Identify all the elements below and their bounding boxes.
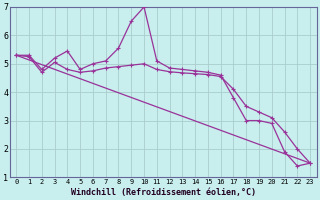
X-axis label: Windchill (Refroidissement éolien,°C): Windchill (Refroidissement éolien,°C) [71, 188, 256, 197]
